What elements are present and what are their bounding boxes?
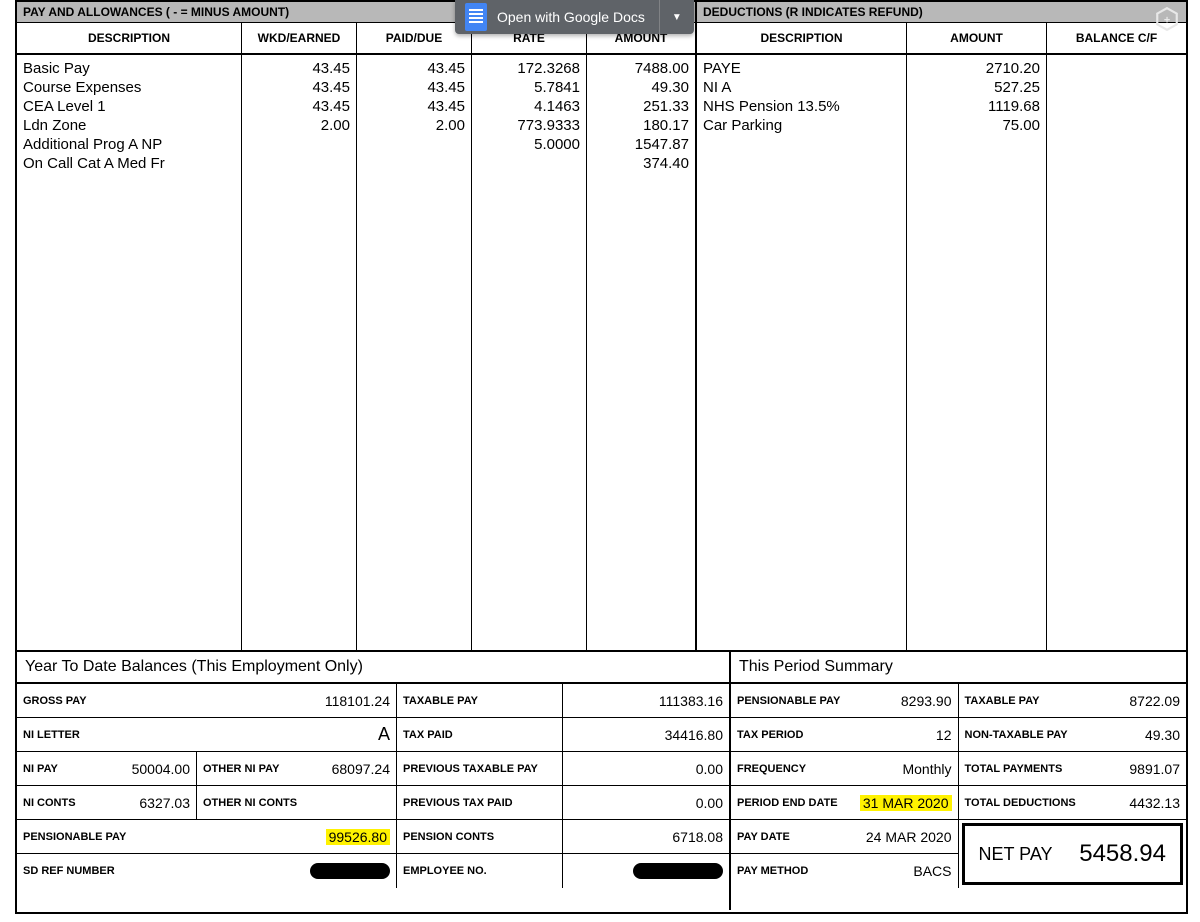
ded-cell: 75.00 xyxy=(913,116,1040,135)
pay-cell: 43.45 xyxy=(363,78,465,97)
ytd-ni-pay: NI PAY50004.00 xyxy=(17,752,197,786)
ytd-title: Year To Date Balances (This Employment O… xyxy=(17,652,729,684)
redacted-sd-ref xyxy=(310,863,390,879)
ytd-prev-tax-paid-val: 0.00 xyxy=(563,786,729,820)
pay-cell: 2.00 xyxy=(248,116,350,135)
p-frequency: FREQUENCYMonthly xyxy=(731,752,959,786)
ytd-grid: GROSS PAY118101.24 TAXABLE PAY 111383.16… xyxy=(17,684,729,888)
period-grid: PENSIONABLE PAY8293.90 TAXABLE PAY8722.0… xyxy=(731,684,1186,888)
pay-cell: 4.1463 xyxy=(478,97,580,116)
pay-cell: 7488.00 xyxy=(593,59,689,78)
pay-rows: Basic PayCourse ExpensesCEA Level 1Ldn Z… xyxy=(17,55,695,650)
ded-rows: PAYENI ANHS Pension 13.5%Car Parking 271… xyxy=(697,55,1186,650)
period-title: This Period Summary xyxy=(731,652,1186,684)
svg-text:+: + xyxy=(1164,14,1170,26)
gdocs-left[interactable]: Open with Google Docs xyxy=(455,3,659,31)
pay-cell: 773.9333 xyxy=(478,116,580,135)
ytd-emp-no-lbl: EMPLOYEE NO. xyxy=(397,854,563,888)
ytd-other-ni-conts: OTHER NI CONTS xyxy=(197,786,397,820)
pay-cell: 5.0000 xyxy=(478,135,580,154)
p-pens-pay: PENSIONABLE PAY8293.90 xyxy=(731,684,959,718)
deductions-panel: DEDUCTIONS (R INDICATES REFUND) DESCRIPT… xyxy=(697,2,1186,650)
p-total-payments: TOTAL PAYMENTS9891.07 xyxy=(959,752,1187,786)
pay-cell: On Call Cat A Med Fr xyxy=(23,154,235,173)
ytd-pens-conts-val: 6718.08 xyxy=(563,820,729,854)
ytd-pens-pay: PENSIONABLE PAY99526.80 xyxy=(17,820,397,854)
ytd-ni-letter: NI LETTERA xyxy=(17,718,397,752)
col-ded-amount: AMOUNT xyxy=(907,23,1047,53)
pay-cell: 374.40 xyxy=(593,154,689,173)
pay-cell: Additional Prog A NP xyxy=(23,135,235,154)
ded-cell: 2710.20 xyxy=(913,59,1040,78)
pay-cell: Basic Pay xyxy=(23,59,235,78)
pay-allowances-panel: PAY AND ALLOWANCES ( - = MINUS AMOUNT) D… xyxy=(17,2,697,650)
pay-cell: 2.00 xyxy=(363,116,465,135)
ded-cell: 1119.68 xyxy=(913,97,1040,116)
pay-cell: 43.45 xyxy=(248,97,350,116)
ytd-tax-paid-lbl: TAX PAID xyxy=(397,718,563,752)
ytd-prev-tax-pay-lbl: PREVIOUS TAXABLE PAY xyxy=(397,752,563,786)
gdocs-dropdown[interactable]: ▼ xyxy=(659,0,694,34)
bottom-section: Year To Date Balances (This Employment O… xyxy=(17,652,1186,910)
pay-cell: 5.7841 xyxy=(478,78,580,97)
pay-cell: Course Expenses xyxy=(23,78,235,97)
open-with-google-docs-button[interactable]: Open with Google Docs ▼ xyxy=(455,0,694,34)
ytd-tax-paid-val: 34416.80 xyxy=(563,718,729,752)
ded-cell: NI A xyxy=(703,78,900,97)
ytd-emp-no-val xyxy=(563,854,729,888)
ytd-taxable-pay-val: 111383.16 xyxy=(563,684,729,718)
p-total-ded: TOTAL DEDUCTIONS4432.13 xyxy=(959,786,1187,820)
ytd-taxable-pay-lbl: TAXABLE PAY xyxy=(397,684,563,718)
p-tax-period: TAX PERIOD12 xyxy=(731,718,959,752)
pay-cell: 172.3268 xyxy=(478,59,580,78)
ded-col-headers: DESCRIPTION AMOUNT BALANCE C/F xyxy=(697,23,1186,55)
redacted-emp-no xyxy=(633,863,723,879)
chevron-down-icon: ▼ xyxy=(672,12,682,23)
ded-cell: Car Parking xyxy=(703,116,900,135)
pay-cell: 251.33 xyxy=(593,97,689,116)
col-wkd: WKD/EARNED xyxy=(242,23,357,53)
google-docs-icon xyxy=(465,3,487,31)
period-panel: This Period Summary PENSIONABLE PAY8293.… xyxy=(731,652,1186,910)
pay-cell: 43.45 xyxy=(248,59,350,78)
p-non-tax-pay: NON-TAXABLE PAY49.30 xyxy=(959,718,1187,752)
ytd-gross-pay: GROSS PAY118101.24 xyxy=(17,684,397,718)
payslip-document: PAY AND ALLOWANCES ( - = MINUS AMOUNT) D… xyxy=(15,0,1188,914)
extension-badge-icon[interactable]: + xyxy=(1154,6,1180,32)
pay-cell: 180.17 xyxy=(593,116,689,135)
p-period-end: PERIOD END DATE31 MAR 2020 xyxy=(731,786,959,820)
pay-cell: 1547.87 xyxy=(593,135,689,154)
gdocs-label: Open with Google Docs xyxy=(497,9,645,25)
pay-cell: 43.45 xyxy=(363,59,465,78)
ytd-ni-conts: NI CONTS6327.03 xyxy=(17,786,197,820)
pay-cell: 43.45 xyxy=(248,78,350,97)
pay-cell: CEA Level 1 xyxy=(23,97,235,116)
ytd-sd-ref: SD REF NUMBER xyxy=(17,854,397,888)
pay-cell: 43.45 xyxy=(363,97,465,116)
ytd-prev-tax-paid-lbl: PREVIOUS TAX PAID xyxy=(397,786,563,820)
ded-cell: 527.25 xyxy=(913,78,1040,97)
pay-cell: 49.30 xyxy=(593,78,689,97)
p-pay-date: PAY DATE24 MAR 2020 xyxy=(731,820,959,854)
ytd-prev-tax-pay-val: 0.00 xyxy=(563,752,729,786)
ded-cell: PAYE xyxy=(703,59,900,78)
ded-cell: NHS Pension 13.5% xyxy=(703,97,900,116)
ytd-pens-conts-lbl: PENSION CONTS xyxy=(397,820,563,854)
col-description: DESCRIPTION xyxy=(17,23,242,53)
pay-cell: Ldn Zone xyxy=(23,116,235,135)
ded-section-header: DEDUCTIONS (R INDICATES REFUND) xyxy=(697,2,1186,23)
ytd-other-ni-pay: OTHER NI PAY68097.24 xyxy=(197,752,397,786)
ytd-panel: Year To Date Balances (This Employment O… xyxy=(17,652,731,910)
top-section: PAY AND ALLOWANCES ( - = MINUS AMOUNT) D… xyxy=(17,2,1186,652)
p-pay-method: PAY METHODBACS xyxy=(731,854,959,888)
p-taxable-pay: TAXABLE PAY8722.09 xyxy=(959,684,1187,718)
net-pay-box: NET PAY5458.94 xyxy=(962,823,1184,885)
col-ded-description: DESCRIPTION xyxy=(697,23,907,53)
